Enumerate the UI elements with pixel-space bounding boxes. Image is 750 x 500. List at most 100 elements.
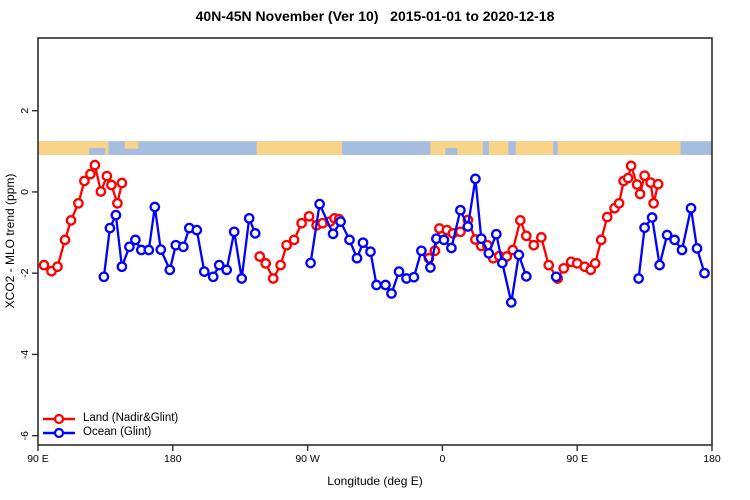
data-point [85,168,96,180]
data-point [648,197,659,209]
data-point [386,288,397,299]
data-point [143,244,155,256]
data-point [149,201,161,213]
data-point [520,271,532,282]
strip-land-segment [557,141,681,155]
data-point [124,241,135,253]
data-point [314,198,325,210]
data-point [633,273,644,284]
data-point [155,244,167,255]
data-point [514,215,526,226]
data-point [475,233,487,245]
data-point [416,245,427,257]
x-tick-label: 90 W [295,453,320,465]
plot-box [37,37,713,446]
axes: 90 E 180 90 W 0 90 E 180 2 0 -2 -4 -6 [19,37,721,465]
series-ocean [98,173,710,308]
data-point [221,264,233,276]
data-point [112,197,123,209]
series-land [38,159,664,284]
data-point [191,224,203,236]
data-point [699,267,710,279]
legend-item-ocean: Ocean (Glint) [42,426,178,439]
data-point [305,257,316,269]
data-point [98,271,110,283]
data-point [595,234,607,246]
x-tick-label: 180 [164,453,182,465]
data-point [535,232,547,243]
data-point [505,297,517,308]
data-point [425,262,436,273]
data-point [685,202,697,214]
data-point [661,229,673,241]
data-point [164,264,176,276]
data-point [455,204,466,216]
data-point [275,259,286,271]
data-point [646,212,658,223]
data-point [65,215,77,226]
data-point [303,210,315,222]
data-point [351,252,363,264]
legend-label-ocean: Ocean (Glint) [83,426,152,438]
data-point [634,188,646,200]
data-point [254,251,266,262]
data-point [528,239,540,251]
x-tick-label: 180 [703,453,721,465]
strip-land-sliver [124,141,139,149]
data-point [89,159,101,171]
data-point [288,234,300,246]
data-point [260,258,272,269]
strip-ocean-patch [445,148,458,155]
data-point [393,266,405,277]
legend: Land (Nadir&Glint) Ocean (Glint) [42,412,178,439]
data-point [207,271,219,283]
data-point [613,197,625,209]
data-point [95,186,107,197]
data-point [335,216,346,227]
data-point [296,217,307,229]
data-point [438,234,450,246]
data-point [691,243,703,254]
data-point [281,239,292,251]
data-point [236,273,248,284]
data-point [327,228,339,240]
data-point [106,179,117,191]
map-strip [38,141,712,155]
data-point [371,279,382,291]
data-point [380,279,391,291]
data-point [483,247,495,259]
data-point [601,211,613,223]
data-point [198,266,210,277]
data-point [654,259,665,271]
data-point [344,234,355,246]
data-point [631,179,643,190]
data-point [59,234,71,246]
x-tick-label: 90 E [566,453,588,465]
data-point [639,170,650,182]
data-point [213,259,225,271]
data-point [38,259,50,271]
data-point [116,177,128,189]
data-point [490,228,502,240]
chart-title: 40N-45N November (Ver 10) 2015-01-01 to … [195,8,555,24]
data-point [625,160,637,172]
y-tick-label: -4 [19,350,31,359]
data-point [676,244,688,256]
data-point [228,226,240,238]
data-point [243,212,255,224]
data-point [52,261,63,273]
x-tick-label: 90 E [27,453,49,465]
data-point [470,173,481,185]
data-point [116,261,128,273]
data-series [38,159,710,308]
legend-key-land-icon [43,413,75,424]
data-point [669,234,680,246]
strip-land-segment [515,141,554,155]
data-point [543,259,555,271]
data-point [496,257,508,269]
y-tick-label: 2 [19,108,31,114]
strip-land-segment [256,141,343,155]
data-point [550,271,562,283]
